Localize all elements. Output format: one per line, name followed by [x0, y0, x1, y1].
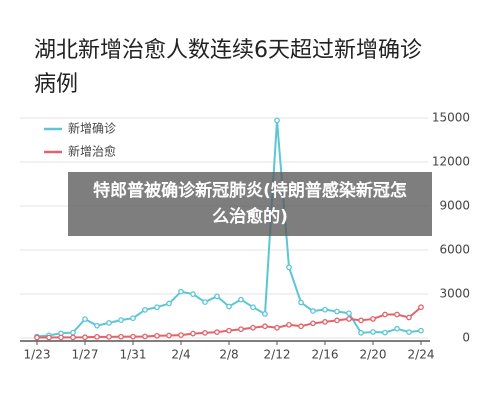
data-point	[118, 333, 124, 340]
data-point	[274, 324, 280, 331]
y-tick-label: 3000	[439, 287, 470, 301]
data-point	[190, 291, 196, 297]
overlay-banner: 特郎普被确诊新冠肺炎(特朗普感染新冠怎么治愈的)	[68, 172, 432, 236]
overlay-caption: 特郎普被确诊新冠肺炎(特朗普感染新冠怎么治愈的)	[93, 181, 407, 227]
data-point	[418, 304, 424, 311]
data-point	[346, 316, 352, 322]
data-point	[358, 330, 364, 336]
data-point	[202, 299, 208, 305]
data-point	[70, 329, 76, 336]
x-tick-label: 2/16	[312, 348, 339, 362]
data-point	[178, 288, 184, 295]
data-point	[322, 306, 328, 313]
y-tick-label: 0	[462, 331, 470, 345]
data-point	[262, 311, 268, 317]
data-point	[166, 300, 172, 307]
data-point	[394, 325, 400, 332]
data-point	[70, 334, 76, 341]
x-tick-label: 2/24	[408, 348, 435, 362]
data-point	[406, 314, 412, 321]
data-point	[346, 310, 352, 317]
data-point	[178, 332, 184, 338]
data-point	[130, 315, 136, 322]
data-point	[94, 333, 100, 340]
x-tick-label: 2/12	[264, 348, 291, 362]
y-tick-label: 12000	[432, 155, 470, 169]
data-point	[142, 306, 148, 313]
data-point	[142, 333, 148, 340]
data-point	[34, 334, 40, 341]
x-tick-label: 1/27	[72, 348, 99, 362]
data-point	[358, 317, 364, 324]
x-tick-label: 2/20	[360, 348, 387, 362]
data-point	[382, 329, 388, 336]
data-point	[334, 308, 340, 315]
data-point	[382, 311, 388, 318]
x-tick-label: 2/8	[219, 348, 238, 362]
data-point	[58, 334, 64, 341]
data-point	[334, 317, 340, 324]
data-point	[310, 320, 316, 327]
data-point	[154, 304, 160, 311]
data-point	[262, 323, 268, 330]
data-point	[298, 299, 304, 306]
data-point	[298, 323, 304, 330]
x-tick-label: 1/31	[120, 348, 147, 362]
data-point	[238, 296, 244, 303]
data-point	[118, 317, 124, 323]
y-tick-label: 9000	[439, 199, 470, 213]
data-point	[202, 330, 208, 336]
data-point	[274, 117, 280, 124]
data-point	[238, 326, 244, 333]
data-point	[286, 264, 292, 271]
x-tick-label: 1/23	[24, 348, 51, 362]
data-point	[166, 332, 172, 339]
data-point	[106, 320, 112, 326]
data-point	[406, 329, 412, 335]
y-tick-label: 6000	[439, 243, 470, 257]
data-point	[106, 333, 112, 340]
data-point	[226, 303, 232, 310]
x-tick-label: 2/4	[171, 348, 190, 362]
legend-label: 新增确诊	[68, 121, 116, 136]
data-point	[394, 311, 400, 318]
data-point	[130, 333, 136, 340]
data-point	[154, 332, 160, 339]
data-point	[322, 319, 328, 325]
data-point	[310, 308, 316, 314]
data-point	[226, 327, 232, 334]
data-point	[370, 316, 376, 322]
data-point	[250, 304, 256, 311]
data-point	[214, 293, 220, 300]
data-point	[82, 334, 88, 341]
data-point	[286, 321, 292, 328]
data-point	[94, 322, 100, 329]
data-point	[46, 334, 52, 341]
legend-label: 新增治愈	[68, 144, 116, 159]
data-point	[250, 324, 256, 331]
data-point	[190, 330, 196, 337]
data-point	[214, 329, 220, 335]
data-point	[370, 329, 376, 335]
y-tick-label: 15000	[432, 111, 470, 125]
data-point	[82, 316, 88, 322]
data-point	[418, 327, 424, 334]
chart-title: 湖北新增治愈人数连续6天超过新增确诊病例	[34, 38, 422, 97]
